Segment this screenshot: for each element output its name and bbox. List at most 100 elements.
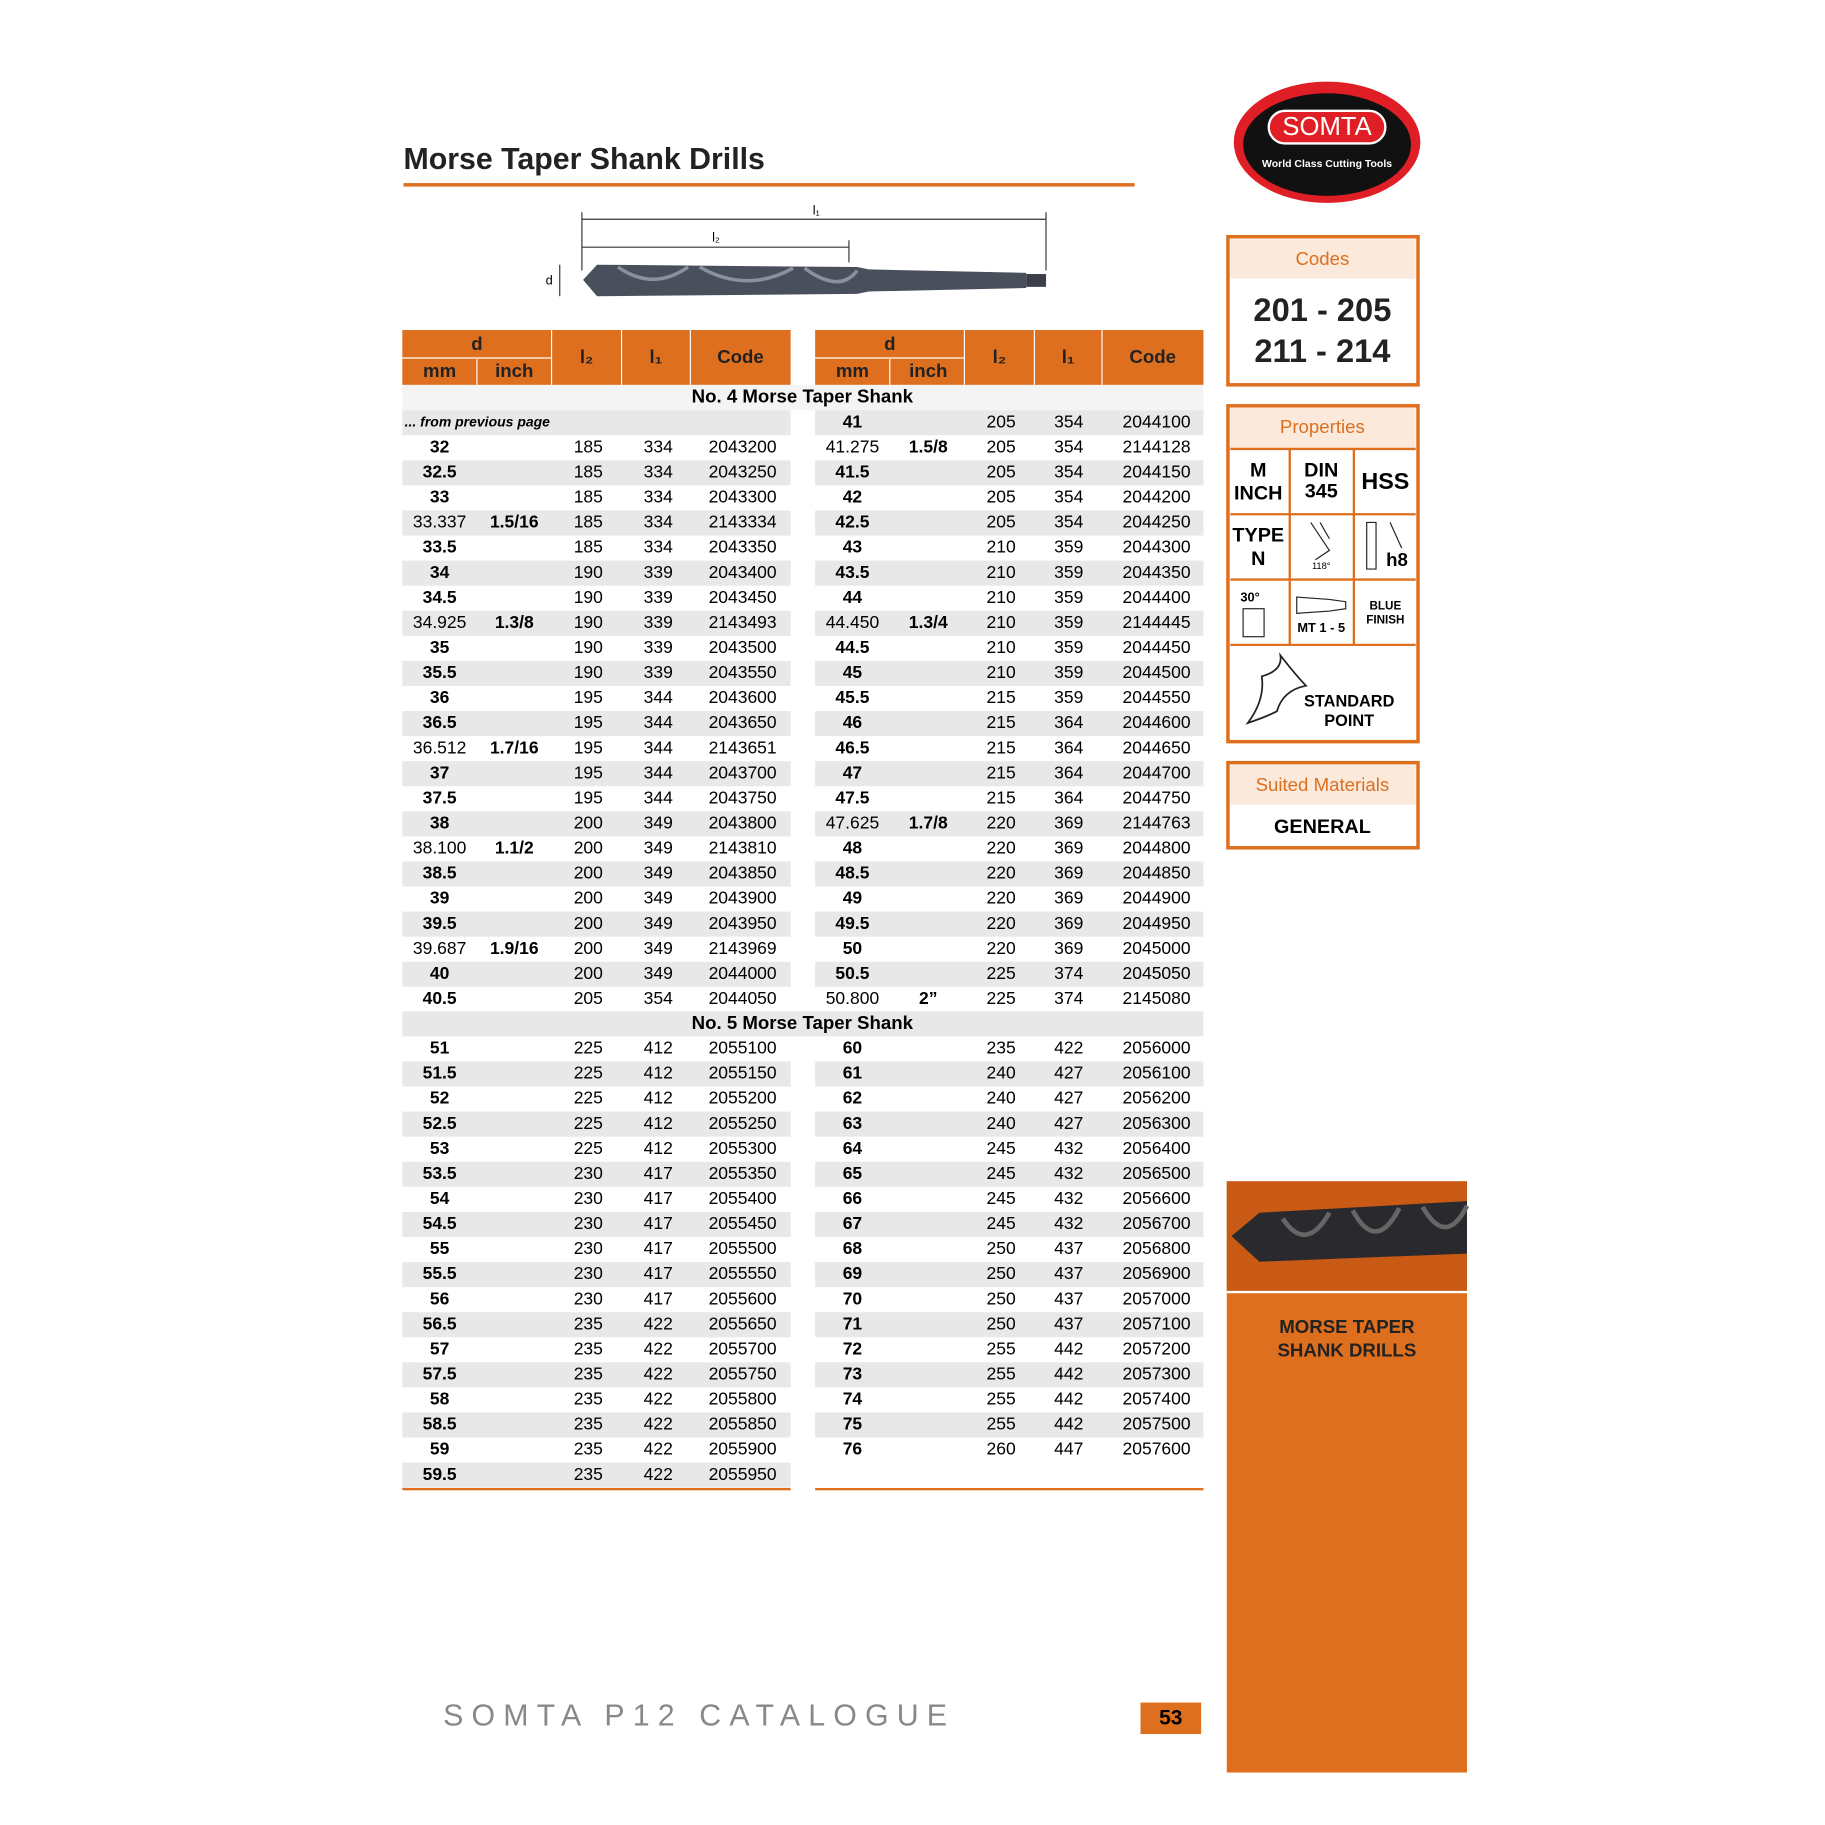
logo-text: SOMTA (1282, 113, 1372, 141)
properties-panel (1226, 404, 1420, 744)
cell-l2: 225 (987, 963, 1016, 983)
cell-l1: 432 (1054, 1188, 1083, 1208)
cell-l2: 200 (574, 963, 603, 983)
row-bg (815, 460, 1204, 486)
cell-code: 2043550 (709, 662, 777, 682)
row-bg (402, 861, 791, 887)
cell-l2: 245 (987, 1138, 1016, 1158)
cell-l2: 200 (574, 812, 603, 832)
cell-mm: 50 (843, 938, 862, 958)
prop-text: h8 (1386, 549, 1408, 570)
cell-l2: 235 (574, 1389, 603, 1409)
cell-mm: 48 (843, 838, 863, 858)
cell-mm: 33 (430, 487, 450, 507)
cell-mm: 33.337 (413, 512, 466, 532)
prop-text: INCH (1234, 483, 1282, 505)
cell-mm: 49 (843, 888, 863, 908)
cell-l2: 200 (574, 863, 603, 883)
cell-code: 2044250 (1123, 512, 1191, 532)
cell-code: 2055600 (709, 1288, 777, 1308)
cell-code: 2143810 (709, 838, 777, 858)
cell-code: 2056100 (1123, 1063, 1191, 1083)
panel-head (1230, 239, 1416, 279)
panel-title: Suited Materials (1256, 774, 1390, 795)
cell-mm: 55.5 (423, 1263, 457, 1283)
cell-l1: 417 (644, 1263, 673, 1283)
header-bg (815, 330, 1204, 385)
section-bg (402, 385, 1204, 411)
cell-l2: 195 (574, 687, 603, 707)
cell-mm: 52.5 (423, 1113, 457, 1133)
cell-mm: 38.100 (413, 838, 467, 858)
cell-mm: 42.5 (835, 512, 869, 532)
cell-code: 2055400 (709, 1188, 777, 1208)
cell-l1: 334 (644, 461, 673, 481)
cell-mm: 41.275 (826, 436, 879, 456)
column-header: d (884, 333, 895, 354)
cell-code: 2043750 (709, 787, 777, 807)
cell-l2: 210 (987, 587, 1016, 607)
cell-inch: 1.9/16 (490, 938, 539, 958)
row-bg (402, 610, 791, 636)
cell-mm: 58.5 (423, 1414, 457, 1434)
drill-tang (1026, 274, 1047, 287)
row-bg (815, 911, 1204, 937)
prop-text: STANDARD (1304, 692, 1395, 710)
cell-l1: 374 (1054, 963, 1083, 983)
code-range: 201 - 205 (1253, 291, 1391, 328)
cell-l2: 190 (574, 662, 603, 682)
row-bg (815, 1161, 1204, 1187)
cell-code: 2143651 (709, 737, 777, 757)
drill-photo-shape (1231, 1201, 1467, 1262)
cell-code: 2055450 (709, 1213, 777, 1233)
cell-l2: 185 (574, 436, 603, 456)
tolerance-icon (1366, 521, 1403, 570)
cell-mm: 33.5 (423, 537, 457, 557)
row-bg (402, 560, 791, 586)
cell-l1: 412 (644, 1038, 673, 1058)
cell-mm: 44.5 (835, 637, 869, 657)
row-bg (815, 1312, 1204, 1338)
row-bg (815, 711, 1204, 737)
cell-l1: 344 (644, 787, 673, 807)
cell-l2: 215 (987, 762, 1016, 782)
row-bg (402, 510, 791, 536)
cell-code: 2044150 (1123, 461, 1191, 481)
cell-mm: 36.5 (423, 712, 457, 732)
prop-text: 345 (1305, 480, 1338, 502)
cell-l1: 364 (1054, 712, 1083, 732)
cell-l2: 215 (987, 737, 1016, 757)
cell-l1: 422 (644, 1439, 673, 1459)
cell-mm: 47.5 (835, 787, 869, 807)
cell-l2: 190 (574, 637, 603, 657)
header-bg (402, 330, 791, 385)
cell-mm: 53.5 (423, 1163, 457, 1183)
column-header: inch (909, 360, 947, 381)
cell-mm: 46 (843, 712, 863, 732)
cell-code: 2055650 (709, 1313, 777, 1333)
cell-code: 2043400 (709, 562, 777, 582)
column-header: l₁ (1062, 346, 1075, 367)
cell-l2: 220 (987, 812, 1016, 832)
table-bottom-rule (815, 1487, 1204, 1491)
row-bg (815, 610, 1204, 636)
cell-l1: 442 (1054, 1389, 1083, 1409)
cell-mm: 66 (843, 1188, 863, 1208)
cell-l2: 190 (574, 587, 603, 607)
cell-mm: 76 (843, 1439, 863, 1459)
cell-code: 2043900 (709, 888, 777, 908)
cell-l1: 339 (644, 612, 673, 632)
cell-code: 2056400 (1123, 1138, 1191, 1158)
cell-l2: 205 (987, 436, 1016, 456)
cell-mm: 45.5 (835, 687, 869, 707)
cell-l2: 255 (987, 1414, 1016, 1434)
standard-point-icon (1245, 652, 1308, 725)
cell-mm: 46.5 (835, 737, 869, 757)
cell-l2: 240 (987, 1063, 1016, 1083)
row-bg (402, 460, 791, 486)
cell-l1: 354 (1054, 512, 1083, 532)
cell-mm: 69 (843, 1263, 863, 1283)
cell-code: 2043650 (709, 712, 777, 732)
banner-text: MORSE TAPER (1279, 1316, 1415, 1337)
